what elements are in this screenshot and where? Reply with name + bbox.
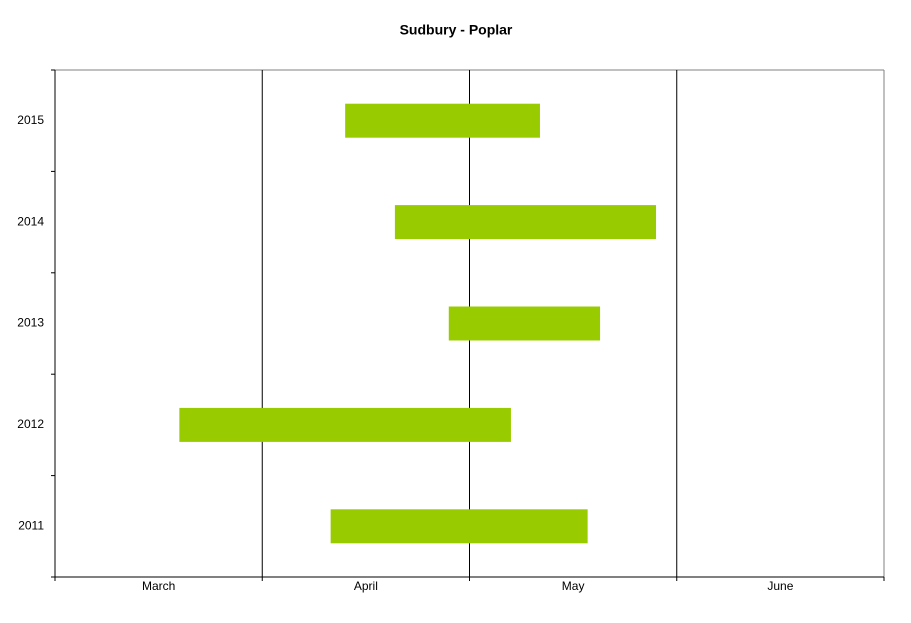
y-tick-label: 2014 [17,214,44,228]
chart-title: Sudbury - Poplar [400,22,513,38]
x-tick-label: June [767,579,793,593]
bar [394,205,657,240]
x-tick-label: April [354,579,378,593]
bar [179,407,511,442]
bar [448,306,601,341]
bar [345,103,540,138]
y-tick-label: 2013 [17,316,44,330]
y-tick-label: 2015 [17,113,44,127]
x-tick-label: March [142,579,175,593]
x-tick-label: May [562,579,585,593]
y-tick-label: 2011 [18,518,44,532]
bar [330,509,588,544]
y-tick-label: 2012 [17,417,44,431]
